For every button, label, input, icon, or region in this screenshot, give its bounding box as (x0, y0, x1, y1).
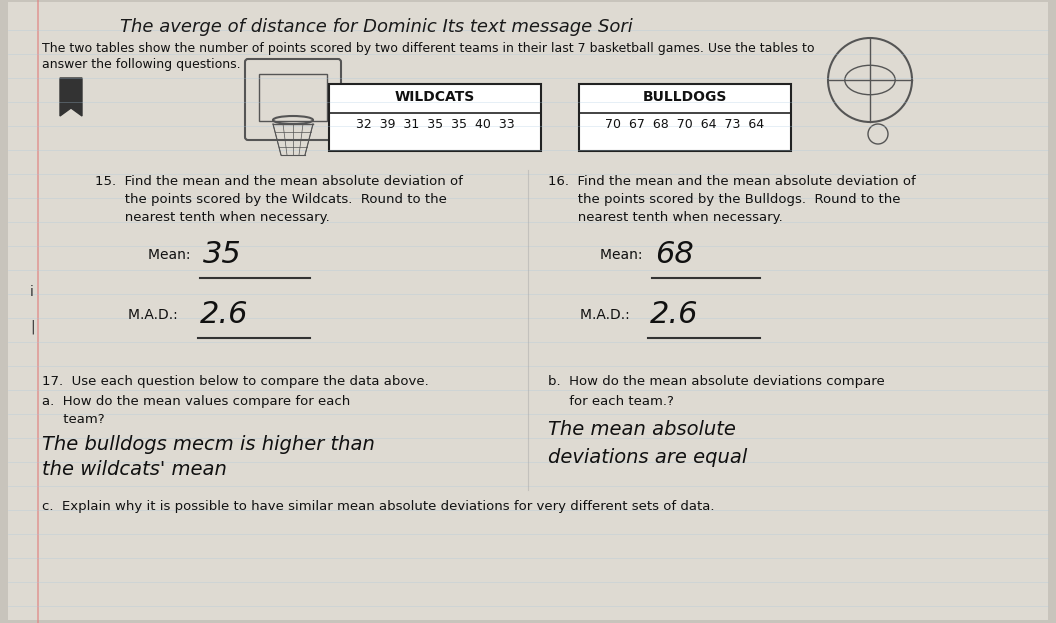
Text: deviations are equal: deviations are equal (548, 448, 748, 467)
Text: The two tables show the number of points scored by two different teams in their : The two tables show the number of points… (42, 42, 814, 55)
FancyBboxPatch shape (329, 84, 541, 151)
Text: the wildcats' mean: the wildcats' mean (42, 460, 227, 479)
Text: 68: 68 (655, 240, 694, 269)
Text: 35: 35 (203, 240, 242, 269)
Text: The mean absolute: The mean absolute (548, 420, 736, 439)
Text: c.  Explain why it is possible to have similar mean absolute deviations for very: c. Explain why it is possible to have si… (42, 500, 715, 513)
Text: The bulldogs mecm is higher than: The bulldogs mecm is higher than (42, 435, 375, 454)
FancyBboxPatch shape (8, 2, 1048, 620)
Text: Mean:: Mean: (148, 248, 195, 262)
Text: 15.  Find the mean and the mean absolute deviation of: 15. Find the mean and the mean absolute … (95, 175, 463, 188)
Text: a.  How do the mean values compare for each: a. How do the mean values compare for ea… (42, 395, 351, 408)
Text: 16.  Find the mean and the mean absolute deviation of: 16. Find the mean and the mean absolute … (548, 175, 916, 188)
Text: nearest tenth when necessary.: nearest tenth when necessary. (95, 211, 329, 224)
Text: b.  How do the mean absolute deviations compare: b. How do the mean absolute deviations c… (548, 375, 885, 388)
Text: Mean:: Mean: (600, 248, 647, 262)
Polygon shape (60, 78, 82, 116)
Text: team?: team? (42, 413, 105, 426)
Text: M.A.D.:: M.A.D.: (128, 308, 182, 322)
Text: the points scored by the Bulldogs.  Round to the: the points scored by the Bulldogs. Round… (548, 193, 901, 206)
Text: M.A.D.:: M.A.D.: (580, 308, 634, 322)
Text: answer the following questions.: answer the following questions. (42, 58, 241, 71)
Text: WILDCATS: WILDCATS (395, 90, 475, 104)
Text: BULLDOGS: BULLDOGS (643, 90, 728, 104)
Text: 2.6: 2.6 (650, 300, 698, 329)
Text: 70  67  68  70  64  73  64: 70 67 68 70 64 73 64 (605, 118, 765, 131)
Text: i: i (30, 285, 34, 299)
Text: 32  39  31  35  35  40  33: 32 39 31 35 35 40 33 (356, 118, 514, 131)
Text: the points scored by the Wildcats.  Round to the: the points scored by the Wildcats. Round… (95, 193, 447, 206)
Text: for each team.?: for each team.? (548, 395, 674, 408)
Text: nearest tenth when necessary.: nearest tenth when necessary. (548, 211, 782, 224)
Text: 17.  Use each question below to compare the data above.: 17. Use each question below to compare t… (42, 375, 429, 388)
Text: The averge of distance for Dominic Its text message Sori: The averge of distance for Dominic Its t… (120, 18, 633, 36)
Text: |: | (30, 320, 35, 335)
FancyBboxPatch shape (579, 84, 791, 151)
Text: 2.6: 2.6 (200, 300, 248, 329)
